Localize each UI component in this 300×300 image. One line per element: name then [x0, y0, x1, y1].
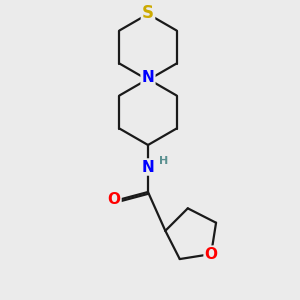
Text: H: H [159, 156, 169, 166]
Text: N: N [142, 160, 154, 175]
Text: S: S [142, 4, 154, 22]
Text: O: O [205, 247, 218, 262]
Text: N: N [142, 70, 154, 86]
Text: O: O [107, 193, 121, 208]
